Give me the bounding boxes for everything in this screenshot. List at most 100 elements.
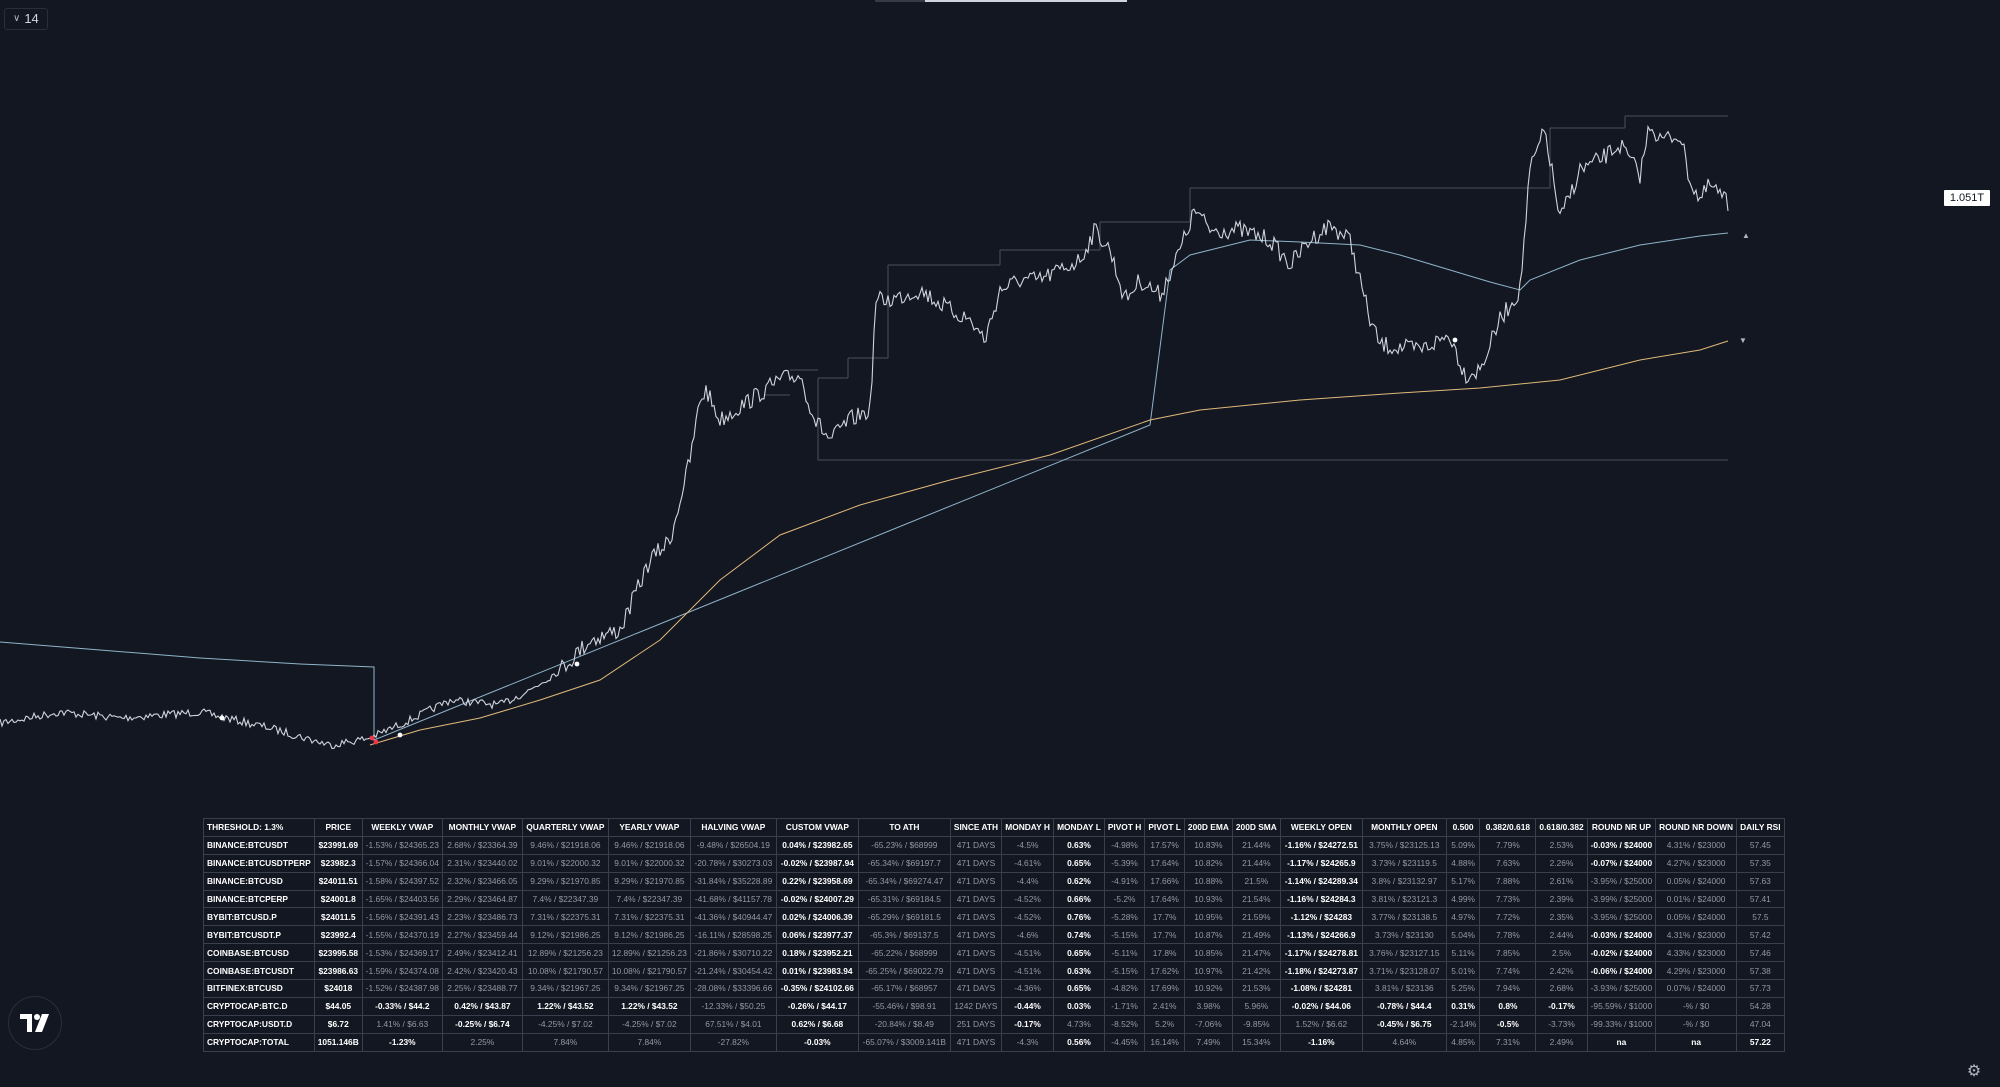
- table-cell: 0.74%: [1053, 925, 1105, 945]
- table-row[interactable]: BINANCE:BTCUSDTPERP $23982.3 -1.57% / $243…: [203, 853, 1785, 873]
- symbol-cell: BITFINEX:BTCUSD: [203, 979, 315, 998]
- table-cell: -9.48% / $26504.19: [689, 835, 777, 855]
- column-header: PIVOT L: [1144, 818, 1185, 837]
- table-cell: 10.97%: [1183, 961, 1233, 981]
- table-cell: 0.56%: [1053, 1032, 1105, 1052]
- table-cell: 7.79%: [1479, 835, 1537, 855]
- table-cell: 10.82%: [1183, 853, 1233, 873]
- table-cell: -1.53% / $24365.23: [361, 835, 443, 855]
- table-cell: 5.01%: [1445, 961, 1481, 981]
- table-cell: 7.4% / $22347.39: [607, 889, 691, 909]
- table-cell: 2.39%: [1535, 889, 1588, 909]
- table-cell: 17.8%: [1144, 943, 1185, 963]
- table-cell: -1.08% / $24281: [1279, 979, 1363, 998]
- table-cell: 57.42: [1736, 925, 1785, 945]
- table-cell: $24011.51: [313, 871, 363, 891]
- table-row[interactable]: BINANCE:BTCUSDT $23991.69 -1.53% / $24365.…: [203, 835, 1785, 855]
- table-cell: 0.31%: [1445, 996, 1481, 1016]
- table-cell: 21.5%: [1231, 871, 1281, 891]
- table-cell: -1.13% / $24266.9: [1279, 925, 1363, 945]
- table-cell: 471 DAYS: [949, 979, 1003, 998]
- table-cell: -4.82%: [1103, 979, 1146, 998]
- table-cell: -4.51%: [1001, 943, 1055, 963]
- table-cell: 1.52% / $6.62: [1279, 1014, 1363, 1034]
- table-cell: 17.69%: [1144, 979, 1185, 998]
- table-cell: 7.31% / $22375.31: [607, 907, 691, 927]
- table-cell: 3.76% / $23127.15: [1361, 943, 1447, 963]
- gear-icon[interactable]: ⚙: [1966, 1063, 1982, 1080]
- table-cell: 9.34% / $21967.25: [521, 979, 609, 998]
- table-cell: 21.59%: [1231, 907, 1281, 927]
- table-cell: 21.42%: [1231, 961, 1281, 981]
- signal-marker: [219, 715, 225, 721]
- table-cell: na: [1655, 1032, 1738, 1052]
- table-cell: -1.18% / $24273.87: [1279, 961, 1363, 981]
- table-cell: -65.07% / $3009.141B: [857, 1032, 951, 1052]
- table-cell: -4.98%: [1103, 835, 1146, 855]
- table-cell: -4.61%: [1001, 853, 1055, 873]
- table-cell: -65.34% / $69274.47: [857, 871, 951, 891]
- interval-collapse-button[interactable]: ∨ 14: [4, 8, 48, 30]
- signal-marker: [373, 739, 379, 745]
- table-cell: 2.42%: [1535, 961, 1588, 981]
- table-row[interactable]: CRYPTOCAP:USDT.D $6.72 1.41% / $6.63 -0.25%…: [203, 1014, 1785, 1034]
- table-cell: 3.8% / $23132.97: [1361, 871, 1447, 891]
- table-cell: 16.14%: [1144, 1032, 1185, 1052]
- table-cell: 2.61%: [1535, 871, 1588, 891]
- table-cell: -28.08% / $33396.66: [689, 979, 777, 998]
- table-cell: 2.32% / $23466.05: [441, 871, 523, 891]
- signal-markers: [219, 337, 1458, 745]
- up-arrow-marker: ▲: [1742, 231, 1750, 240]
- table-cell: -0.03% / $24000: [1586, 925, 1657, 945]
- symbol-cell: BINANCE:BTCUSD: [203, 871, 315, 891]
- table-cell: 5.96%: [1231, 996, 1281, 1016]
- table-cell: 47.04: [1736, 1014, 1785, 1034]
- table-cell: 5.25%: [1445, 979, 1481, 998]
- table-cell: 2.5%: [1535, 943, 1588, 963]
- column-header: MONTHLY OPEN: [1361, 818, 1447, 837]
- table-cell: -65.23% / $68999: [857, 835, 951, 855]
- table-cell: -1.17% / $24265.9: [1279, 853, 1363, 873]
- table-cell: -0.33% / $44.2: [361, 996, 443, 1016]
- table-cell: $23992.4: [313, 925, 363, 945]
- table-cell: -0.06% / $24000: [1586, 961, 1657, 981]
- table-cell: -0.78% / $44.4: [1361, 996, 1447, 1016]
- table-cell: -16.11% / $28598.25: [689, 925, 777, 945]
- table-cell: $23991.69: [313, 835, 363, 855]
- table-row[interactable]: CRYPTOCAP:BTC.D $44.05 -0.33% / $44.2 0.42%…: [203, 996, 1785, 1016]
- table-row[interactable]: CRYPTOCAP:TOTAL 1051.146B -1.23% 2.25% 7.84%…: [203, 1032, 1785, 1052]
- table-row[interactable]: BITFINEX:BTCUSD $24018 -1.52% / $24387.98 2…: [203, 979, 1785, 998]
- table-cell: $23995.58: [313, 943, 363, 963]
- symbol-cell: BINANCE:BTCUSDTPERP: [203, 853, 315, 873]
- signal-marker: [574, 661, 580, 667]
- table-cell: -5.15%: [1103, 961, 1146, 981]
- table-row[interactable]: COINBASE:BTCUSD $23995.58 -1.53% / $24369.…: [203, 943, 1785, 963]
- table-cell: 67.51% / $4.01: [689, 1014, 777, 1034]
- table-cell: 9.12% / $21986.25: [607, 925, 691, 945]
- table-row[interactable]: BYBIT:BTCUSD.P $24011.5 -1.56% / $24391.43…: [203, 907, 1785, 927]
- table-cell: -3.73%: [1535, 1014, 1588, 1034]
- table-row[interactable]: BYBIT:BTCUSDT.P $23992.4 -1.55% / $24370.1…: [203, 925, 1785, 945]
- table-cell: -21.24% / $30454.42: [689, 961, 777, 981]
- table-cell: -4.52%: [1001, 907, 1055, 927]
- table-row[interactable]: BINANCE:BTCUSD $24011.51 -1.58% / $24397.5…: [203, 871, 1785, 891]
- table-cell: 4.64%: [1361, 1032, 1447, 1052]
- column-header: PRICE: [313, 818, 363, 837]
- table-cell: 0.66%: [1053, 889, 1105, 909]
- price-chart[interactable]: ▲ ▼: [0, 0, 2000, 800]
- table-cell: 3.71% / $23128.07: [1361, 961, 1447, 981]
- table-cell: 4.99%: [1445, 889, 1481, 909]
- table-cell: 9.46% / $21918.06: [607, 835, 691, 855]
- column-header: DAILY RSI: [1736, 818, 1785, 837]
- table-cell: -0.45% / $6.75: [1361, 1014, 1447, 1034]
- table-cell: 7.84%: [607, 1032, 691, 1052]
- tradingview-logo-icon[interactable]: [8, 996, 62, 1050]
- table-cell: $6.72: [313, 1014, 363, 1034]
- symbol-cell: COINBASE:BTCUSD: [203, 943, 315, 963]
- table-cell: 0.42% / $43.87: [441, 996, 523, 1016]
- table-row[interactable]: BINANCE:BTCPERP $24001.8 -1.65% / $24403.5…: [203, 889, 1785, 909]
- table-cell: 7.73%: [1479, 889, 1537, 909]
- table-cell: 0.03%: [1053, 996, 1105, 1016]
- table-cell: -3.95% / $25000: [1586, 871, 1657, 891]
- table-row[interactable]: COINBASE:BTCUSDT $23986.63 -1.59% / $24374…: [203, 961, 1785, 981]
